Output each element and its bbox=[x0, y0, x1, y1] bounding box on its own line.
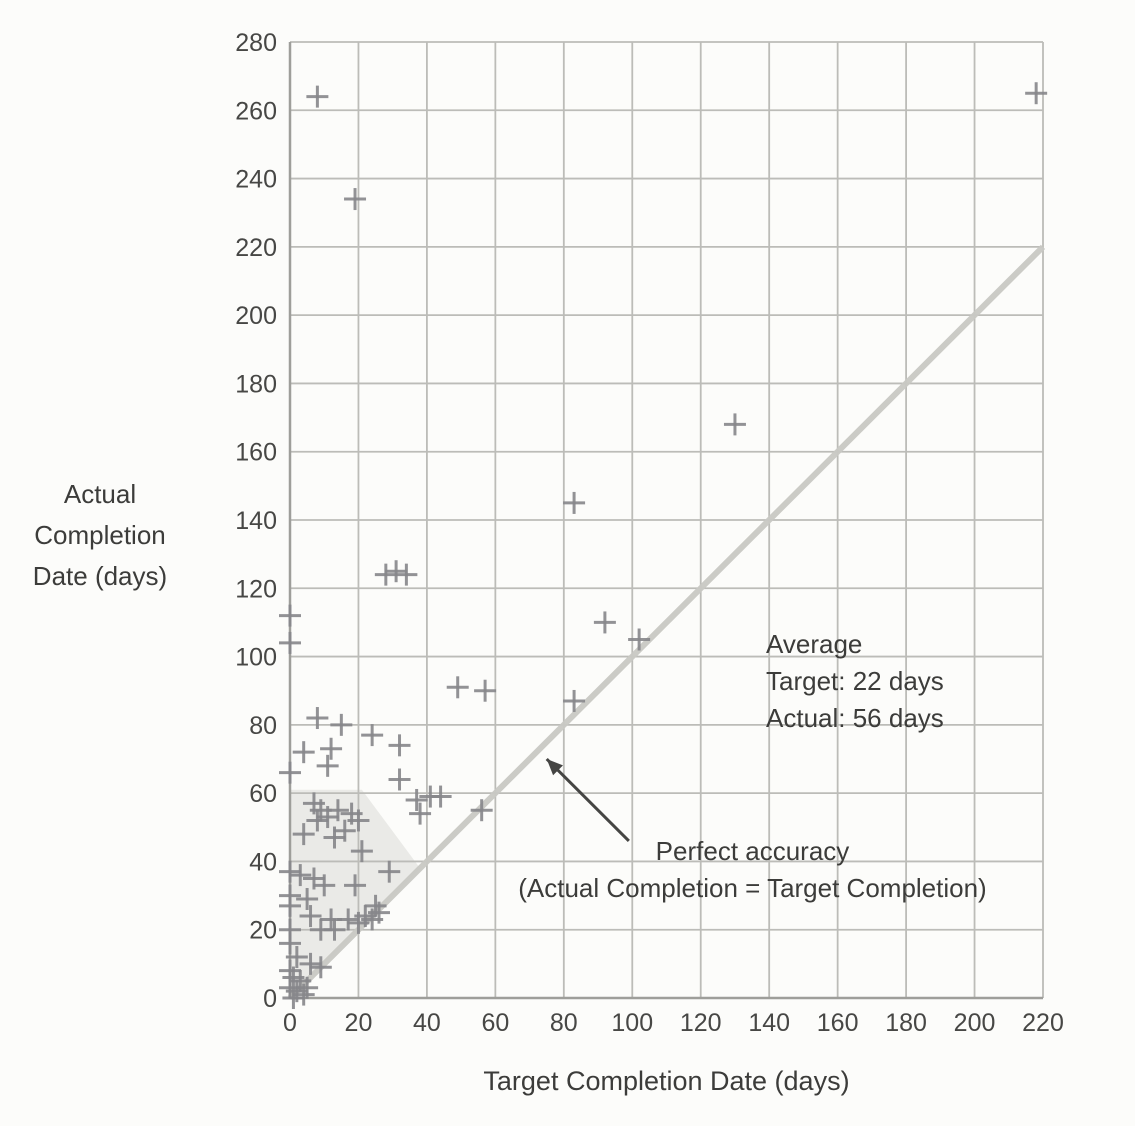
perfect-accuracy-annotation: Perfect accuracy (Actual Completion = Ta… bbox=[420, 833, 1085, 907]
y-axis-title-line-3: Date (days) bbox=[32, 561, 168, 591]
svg-text:60: 60 bbox=[249, 780, 277, 808]
svg-text:240: 240 bbox=[235, 166, 277, 194]
average-target-value: Target: 22 days bbox=[766, 666, 944, 696]
svg-text:280: 280 bbox=[235, 29, 277, 57]
svg-text:0: 0 bbox=[263, 985, 277, 1013]
svg-text:40: 40 bbox=[413, 1009, 441, 1037]
svg-text:0: 0 bbox=[283, 1009, 297, 1037]
average-actual-value: Actual: 56 days bbox=[766, 703, 944, 733]
svg-text:100: 100 bbox=[235, 644, 277, 672]
y-axis-title-line-1: Actual bbox=[63, 479, 137, 509]
svg-text:20: 20 bbox=[345, 1009, 373, 1037]
perfect-accuracy-sublabel: (Actual Completion = Target Completion) bbox=[518, 873, 987, 903]
svg-text:160: 160 bbox=[817, 1009, 859, 1037]
average-annotation-title: Average bbox=[766, 629, 863, 659]
svg-text:200: 200 bbox=[954, 1009, 996, 1037]
average-annotation: Average Target: 22 days Actual: 56 days bbox=[766, 626, 944, 737]
svg-text:260: 260 bbox=[235, 97, 277, 125]
svg-text:60: 60 bbox=[481, 1009, 509, 1037]
svg-text:180: 180 bbox=[885, 1009, 927, 1037]
svg-text:200: 200 bbox=[235, 302, 277, 330]
y-axis-title: Actual Completion Date (days) bbox=[0, 474, 200, 597]
svg-text:180: 180 bbox=[235, 370, 277, 398]
svg-text:140: 140 bbox=[748, 1009, 790, 1037]
x-axis-title: Target Completion Date (days) bbox=[483, 1066, 850, 1096]
svg-text:120: 120 bbox=[680, 1009, 722, 1037]
svg-text:20: 20 bbox=[249, 917, 277, 945]
perfect-accuracy-label: Perfect accuracy bbox=[655, 836, 850, 866]
svg-text:40: 40 bbox=[249, 848, 277, 876]
y-axis-title-line-2: Completion bbox=[34, 520, 166, 550]
svg-text:220: 220 bbox=[1022, 1009, 1064, 1037]
svg-text:80: 80 bbox=[550, 1009, 578, 1037]
svg-text:80: 80 bbox=[249, 712, 277, 740]
svg-text:120: 120 bbox=[235, 575, 277, 603]
svg-text:160: 160 bbox=[235, 439, 277, 467]
svg-text:220: 220 bbox=[235, 234, 277, 262]
svg-text:100: 100 bbox=[611, 1009, 653, 1037]
svg-text:140: 140 bbox=[235, 507, 277, 535]
